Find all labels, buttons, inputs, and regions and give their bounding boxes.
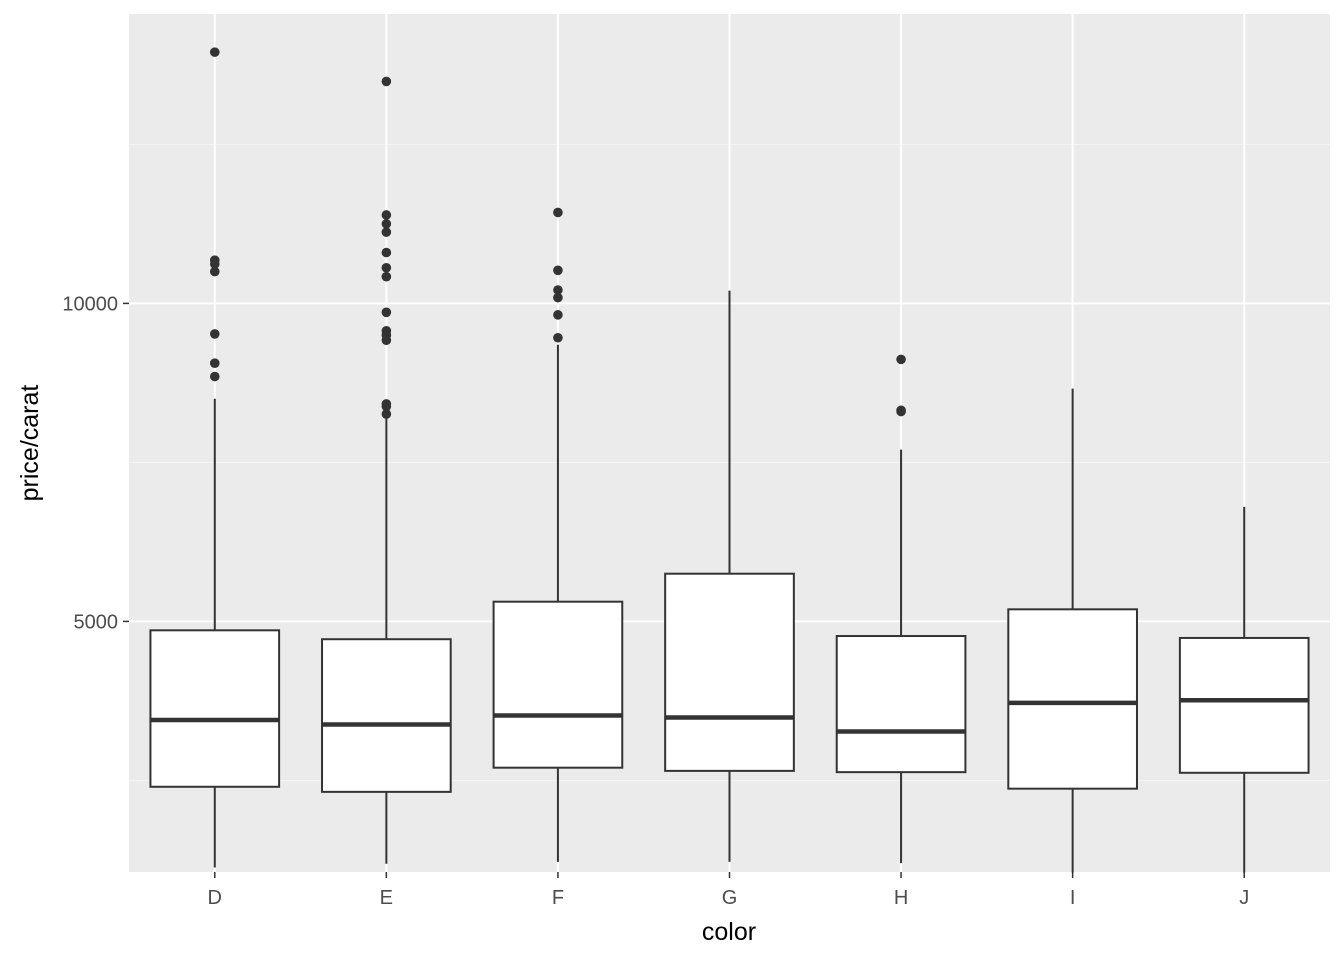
outlier-point [553, 332, 563, 343]
x-tick-label: E [380, 887, 393, 909]
outlier-point [209, 259, 220, 269]
outlier-point [381, 262, 392, 273]
box-H [835, 354, 967, 864]
outlier-point [209, 358, 220, 368]
outlier-point [381, 307, 392, 318]
outlier-point [381, 210, 392, 220]
outlier-point [209, 371, 220, 382]
iqr-box [835, 635, 967, 774]
outlier-point [209, 47, 220, 57]
outlier-point [896, 406, 906, 417]
box-J [1178, 506, 1310, 873]
y-tick-label: 5000 [74, 611, 119, 633]
box-D [149, 47, 281, 868]
outlier-point [381, 271, 392, 282]
outlier-point [553, 292, 563, 303]
outlier-point [553, 265, 563, 276]
y-tick-label: 10000 [62, 293, 118, 315]
outlier-point [896, 354, 906, 365]
box-F [492, 207, 624, 862]
x-tick-label: H [894, 887, 908, 909]
box-E [321, 76, 452, 864]
y-axis: 5000 10000 [62, 293, 129, 633]
iqr-box [492, 600, 624, 769]
box-layer [149, 47, 1310, 873]
outlier-point [381, 335, 392, 346]
x-axis-title: color [702, 918, 756, 946]
iqr-box [664, 572, 795, 772]
outlier-point [553, 310, 563, 320]
x-tick-label: J [1239, 887, 1249, 909]
x-tick-label: F [552, 887, 564, 909]
outlier-point [381, 247, 392, 258]
iqr-box [1178, 636, 1310, 774]
y-axis-title: price/carat [16, 385, 44, 502]
x-axis: D E F G H I J [208, 872, 1249, 909]
box-I [1007, 388, 1138, 873]
x-tick-label: G [722, 887, 738, 909]
box-G [664, 290, 795, 862]
x-tick-label: D [208, 887, 222, 909]
outlier-point [209, 329, 220, 339]
outlier-point [381, 409, 392, 419]
outlier-point [381, 219, 392, 229]
outlier-point [381, 76, 392, 87]
iqr-box [1007, 608, 1138, 790]
iqr-box [149, 629, 281, 788]
iqr-box [321, 638, 452, 793]
x-tick-label: I [1070, 887, 1076, 909]
outlier-point [553, 207, 563, 218]
outlier-point [381, 227, 392, 237]
outlier-point [381, 401, 392, 412]
outlier-point [553, 285, 563, 295]
outlier-point [209, 266, 220, 277]
